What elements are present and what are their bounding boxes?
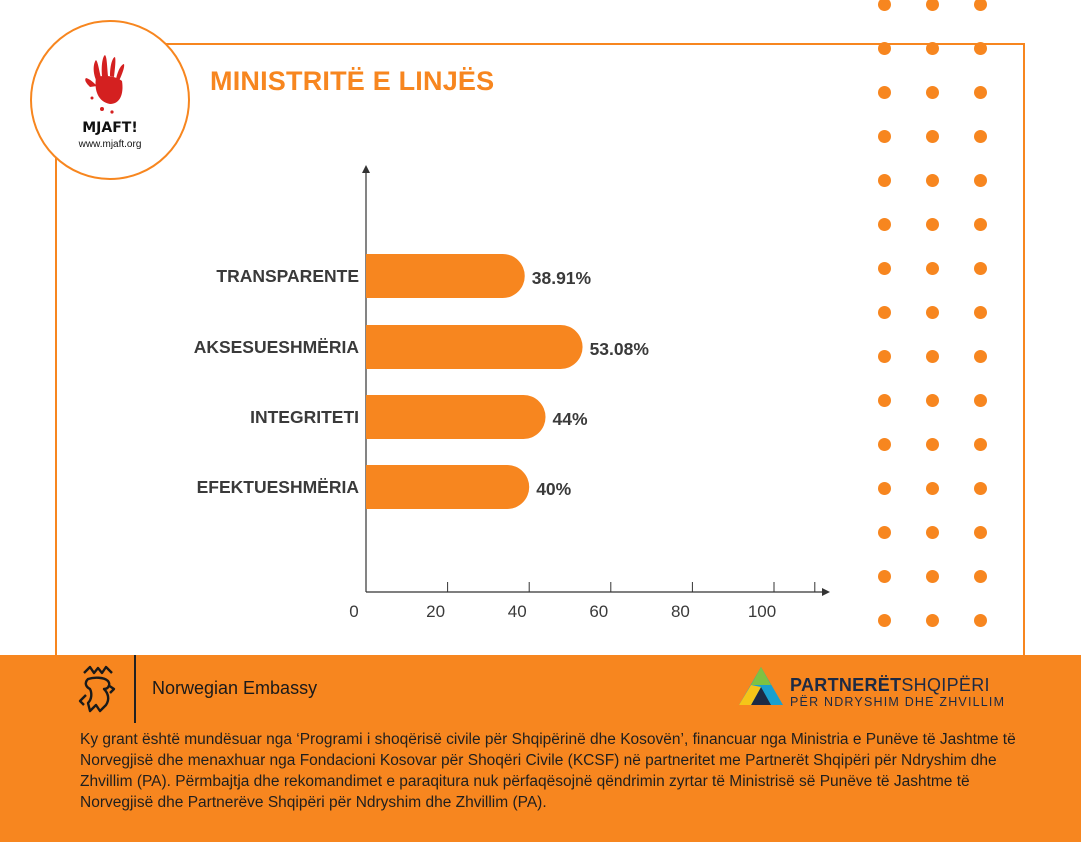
decorative-dot <box>926 42 939 55</box>
partner-name: PARTNERËTSHQIPËRI <box>790 675 990 696</box>
category-label: AKSESUESHMËRIA <box>194 337 360 357</box>
decorative-dot <box>878 306 891 319</box>
decorative-dot <box>878 614 891 627</box>
decorative-dot <box>974 482 987 495</box>
decorative-dot <box>926 130 939 143</box>
decorative-dot <box>974 570 987 583</box>
data-label: 40% <box>536 479 571 499</box>
decorative-dot <box>878 350 891 363</box>
data-label: 44% <box>553 409 588 429</box>
x-axis-arrow <box>822 588 830 596</box>
decorative-dot <box>974 262 987 275</box>
decorative-dot <box>926 482 939 495</box>
partner-name-regular: SHQIPËRI <box>901 675 990 695</box>
red-hand-icon <box>85 55 125 114</box>
decorative-dot <box>878 526 891 539</box>
logo-name: MJAFT! <box>82 120 138 136</box>
decorative-dot <box>926 262 939 275</box>
decorative-dot <box>878 438 891 451</box>
data-label: 53.08% <box>590 339 650 359</box>
x-tick-label: 100 <box>748 602 776 621</box>
grant-disclaimer: Ky grant është mundësuar nga ‘Programi i… <box>80 731 1016 811</box>
bar <box>366 395 546 439</box>
decorative-dot <box>926 526 939 539</box>
decorative-dot <box>926 438 939 451</box>
partners-albania-triangle-icon <box>739 667 783 705</box>
decorative-dot-grid <box>870 0 1000 630</box>
partner-subtitle: PËR NDRYSHIM DHE ZHVILLIM <box>790 695 1006 709</box>
mjaft-logo: MJAFT! www.mjaft.org <box>30 20 190 180</box>
x-tick-label: 80 <box>671 602 690 621</box>
decorative-dot <box>974 614 987 627</box>
decorative-dot <box>926 306 939 319</box>
decorative-dot <box>878 174 891 187</box>
decorative-dot <box>974 394 987 407</box>
decorative-dot <box>974 526 987 539</box>
decorative-dot <box>974 174 987 187</box>
decorative-dot <box>926 570 939 583</box>
category-label: INTEGRITETI <box>250 407 359 427</box>
x-tick-label: 60 <box>589 602 608 621</box>
y-axis-arrow <box>362 165 370 173</box>
norwegian-lion-icon <box>78 665 116 713</box>
partner-name-bold: PARTNERËT <box>790 675 902 695</box>
decorative-dot <box>974 42 987 55</box>
decorative-dot <box>974 438 987 451</box>
bar <box>366 325 583 369</box>
footer: Norwegian Embassy PARTNERËTSHQIPËRI PËR … <box>0 655 1081 842</box>
chart-title: MINISTRITË E LINJËS <box>210 66 495 96</box>
x-tick-label: 40 <box>508 602 527 621</box>
data-label: 38.91% <box>532 268 592 288</box>
decorative-dot <box>926 174 939 187</box>
embassy-divider <box>134 655 136 723</box>
decorative-dot <box>926 394 939 407</box>
category-label: EFEKTUESHMËRIA <box>197 477 360 497</box>
decorative-dot <box>878 86 891 99</box>
decorative-dot <box>974 306 987 319</box>
decorative-dot <box>926 218 939 231</box>
decorative-dot <box>878 130 891 143</box>
decorative-dot <box>974 0 987 11</box>
bar-chart: 0 20 40 60 80 100 TRANSPARENTE 38.91% AKSESUESHM… <box>194 165 830 621</box>
decorative-dot <box>926 350 939 363</box>
category-label: TRANSPARENTE <box>216 266 359 286</box>
decorative-dot <box>878 0 891 11</box>
decorative-dot <box>878 570 891 583</box>
bar <box>366 465 530 509</box>
logo-url: www.mjaft.org <box>78 139 142 150</box>
embassy-name: Norwegian Embassy <box>152 678 318 698</box>
x-tick-label: 20 <box>426 602 445 621</box>
decorative-dot <box>974 86 987 99</box>
decorative-dot <box>878 218 891 231</box>
decorative-dot <box>974 218 987 231</box>
decorative-dot <box>878 482 891 495</box>
decorative-dot <box>926 86 939 99</box>
decorative-dot <box>878 42 891 55</box>
decorative-dot <box>926 614 939 627</box>
decorative-dot <box>878 262 891 275</box>
bar <box>366 254 525 298</box>
decorative-dot <box>926 0 939 11</box>
decorative-dot <box>878 394 891 407</box>
decorative-dot <box>974 130 987 143</box>
decorative-dot <box>974 350 987 363</box>
x-tick-label: 0 <box>349 602 358 621</box>
